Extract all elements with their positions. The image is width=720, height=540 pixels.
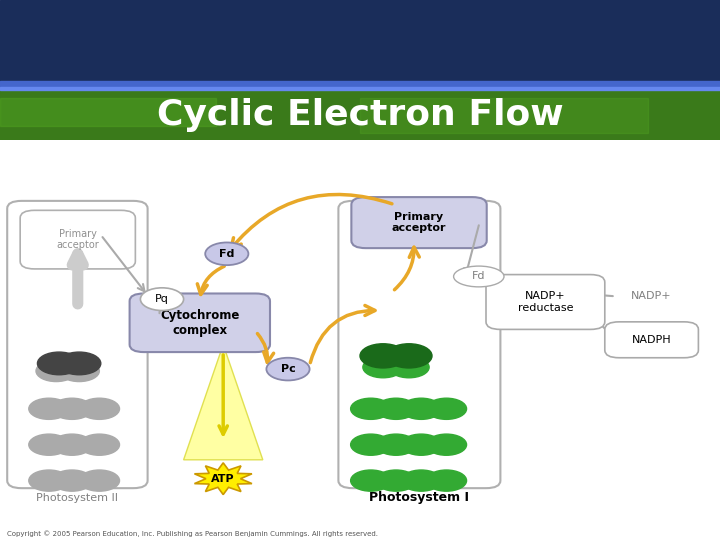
Circle shape (29, 470, 69, 491)
Text: NADP+: NADP+ (631, 291, 672, 301)
Text: Pc: Pc (281, 364, 295, 374)
Text: Fd: Fd (472, 272, 485, 281)
Bar (0, 0, 720, 81)
Circle shape (426, 398, 467, 420)
Bar (0, 98, 216, 126)
Bar (360, 98, 648, 133)
Circle shape (266, 357, 310, 380)
Circle shape (360, 344, 406, 368)
Circle shape (29, 398, 69, 420)
FancyBboxPatch shape (130, 294, 270, 352)
Polygon shape (194, 463, 252, 495)
Text: Fd: Fd (219, 249, 235, 259)
Circle shape (52, 470, 92, 491)
Circle shape (79, 434, 120, 455)
Circle shape (140, 288, 184, 310)
Circle shape (59, 360, 99, 382)
Text: Photosystem II: Photosystem II (37, 492, 118, 503)
Circle shape (79, 470, 120, 491)
Circle shape (401, 398, 441, 420)
Bar (0, 81, 720, 87)
Text: Cyclic Electron Flow: Cyclic Electron Flow (157, 98, 563, 132)
Circle shape (351, 434, 391, 455)
Circle shape (389, 356, 429, 378)
Circle shape (376, 470, 416, 491)
Text: Copyright © 2005 Pearson Education, Inc. Publishing as Pearson Benjamin Cummings: Copyright © 2005 Pearson Education, Inc.… (7, 531, 378, 537)
Bar (0, 87, 720, 140)
Text: Primary
acceptor: Primary acceptor (56, 229, 99, 251)
Polygon shape (184, 345, 263, 460)
FancyBboxPatch shape (338, 201, 500, 488)
Circle shape (426, 434, 467, 455)
Ellipse shape (454, 266, 504, 287)
Circle shape (205, 242, 248, 265)
FancyBboxPatch shape (7, 201, 148, 488)
Circle shape (52, 398, 92, 420)
Circle shape (351, 470, 391, 491)
Circle shape (401, 470, 441, 491)
Circle shape (376, 434, 416, 455)
Circle shape (37, 352, 81, 375)
FancyBboxPatch shape (605, 322, 698, 357)
FancyBboxPatch shape (351, 197, 487, 248)
Circle shape (401, 434, 441, 455)
Text: Pq: Pq (155, 294, 169, 304)
Text: Cytochrome
complex: Cytochrome complex (160, 309, 240, 337)
Circle shape (52, 434, 92, 455)
Circle shape (351, 398, 391, 420)
FancyBboxPatch shape (20, 210, 135, 269)
Circle shape (29, 434, 69, 455)
Circle shape (58, 352, 101, 375)
FancyBboxPatch shape (486, 274, 605, 329)
Circle shape (36, 360, 76, 382)
Circle shape (386, 344, 432, 368)
Text: ATP: ATP (212, 474, 235, 484)
Circle shape (376, 398, 416, 420)
Text: NADP+
reductase: NADP+ reductase (518, 291, 573, 313)
Text: NADPH: NADPH (631, 335, 672, 345)
Text: Photosystem I: Photosystem I (369, 491, 469, 504)
Circle shape (363, 356, 403, 378)
Text: Primary
acceptor: Primary acceptor (392, 212, 446, 233)
Circle shape (79, 398, 120, 420)
Circle shape (426, 470, 467, 491)
Bar (0, 87, 720, 90)
